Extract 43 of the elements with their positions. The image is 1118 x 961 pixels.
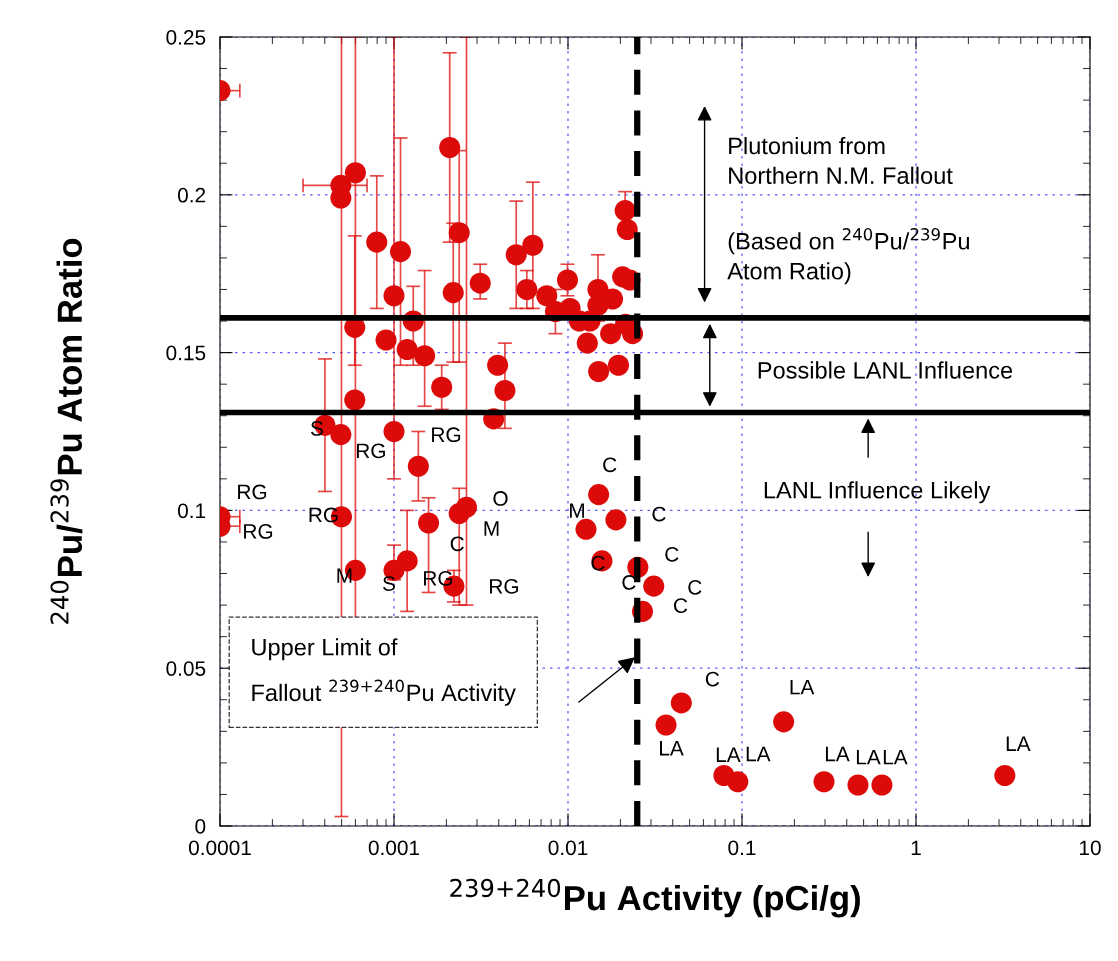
- y-tick-label: 0.05: [166, 661, 206, 676]
- y-axis-title: $^{240}$Pu/$^{239}$Pu Atom Ratio: [50, 238, 83, 624]
- annotation: RG: [238, 484, 267, 500]
- annotation: RG: [432, 427, 461, 443]
- annotation: LA: [856, 750, 881, 765]
- annotation: LA: [746, 746, 771, 762]
- annotation: M: [484, 521, 499, 536]
- annotation: C: [652, 506, 666, 522]
- annotation: S: [383, 576, 395, 591]
- x-tick-label: 0.1: [728, 840, 756, 856]
- y-tick-label: 0.2: [177, 187, 206, 203]
- ref-line-label: Upper Limit of Fallout $^{239+240}$Pu Activity: [252, 638, 516, 706]
- annotation: LA: [1006, 736, 1031, 751]
- annotation: C: [688, 579, 702, 595]
- annotation: RG: [490, 578, 518, 594]
- text: Plutonium from Northern N.M. Fallout (Based on $^{240}$Pu/$^{239}$Pu Atom Ratio): [727, 136, 969, 285]
- x-tick-label: 10: [1080, 840, 1101, 856]
- x-tick-label: 0.001: [368, 840, 420, 856]
- annotation: M: [570, 503, 584, 518]
- annotation: C: [674, 598, 688, 613]
- annotation: LA: [883, 750, 908, 765]
- annotation: LA: [825, 746, 850, 762]
- x-tick-label: 0.01: [548, 840, 588, 856]
- annotation: C: [665, 546, 679, 562]
- annotation: RG: [244, 524, 273, 539]
- annotation: LANL Influence Likely: [764, 481, 991, 504]
- y-tick-label: 0.25: [166, 30, 206, 45]
- annotation: O: [493, 491, 508, 506]
- annotation: C: [603, 457, 617, 473]
- annotation: LA: [660, 741, 684, 756]
- annotation: Possible LANL Influence: [758, 361, 1013, 379]
- y-tick-label: 0.1: [177, 503, 206, 519]
- y-tick-label: 0.15: [166, 345, 206, 361]
- annotation: C: [622, 575, 636, 590]
- x-tick-label: 1: [911, 840, 921, 855]
- y-tick-label: 0: [195, 819, 206, 834]
- x-tick-label: 0.0001: [188, 840, 251, 856]
- annotation: C: [591, 555, 605, 571]
- x-axis-title: $^{239+240}$Pu Activity (pCi/g): [450, 878, 860, 918]
- annotation: LA: [790, 679, 815, 695]
- annotation: RG: [356, 443, 385, 459]
- annotation: C: [705, 671, 720, 687]
- annotation: LA: [716, 747, 741, 762]
